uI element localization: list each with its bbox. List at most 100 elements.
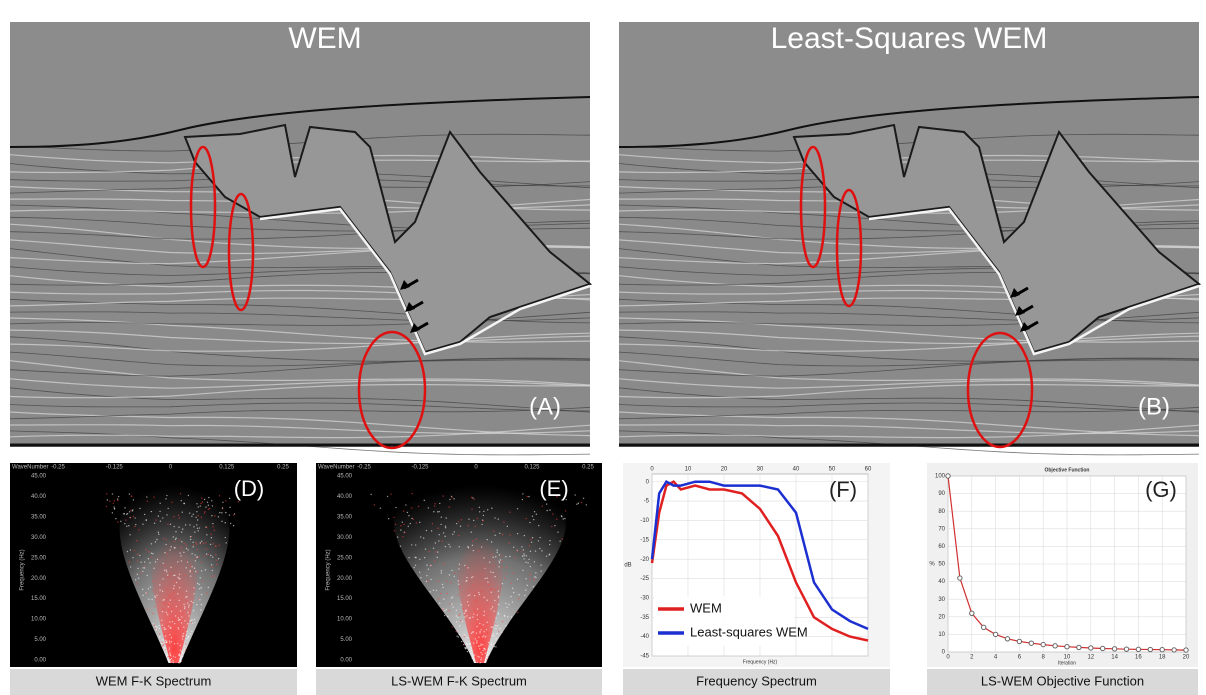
fk-speckle — [487, 509, 488, 510]
fk-speckle — [482, 520, 483, 521]
fk-speckle — [152, 613, 153, 614]
fk-speckle — [546, 555, 547, 556]
fk-speckle — [454, 531, 455, 532]
fk-speckle — [466, 615, 467, 616]
fk-speckle — [470, 532, 471, 533]
fk-speckle — [178, 628, 179, 629]
fk-speckle — [494, 600, 495, 601]
fk-speckle — [175, 660, 176, 661]
fk-speckle — [159, 511, 160, 512]
fk-speckle — [400, 529, 401, 530]
fk-speckle — [495, 623, 496, 624]
y-tick-label: 35.00 — [337, 514, 353, 520]
fk-speckle — [469, 594, 470, 595]
fk-speckle — [508, 543, 509, 544]
fk-speckle — [163, 627, 164, 628]
fk-speckle — [222, 502, 223, 503]
fk-speckle — [213, 543, 214, 544]
fk-speckle — [424, 500, 425, 501]
fk-speckle — [483, 635, 484, 636]
x-tick-label: 0.25 — [277, 465, 289, 471]
fk-speckle — [430, 579, 431, 580]
fk-speckle — [529, 578, 530, 579]
fk-speckle — [138, 577, 139, 578]
fk-speckle — [229, 507, 230, 508]
fk-speckle — [486, 622, 487, 623]
y-tick-label: 0.00 — [340, 658, 352, 664]
fk-speckle — [484, 648, 485, 649]
fk-speckle — [517, 508, 518, 509]
fk-speckle — [221, 512, 222, 513]
fk-speckle — [449, 610, 450, 611]
fk-speckle — [411, 518, 412, 519]
fk-speckle — [161, 643, 162, 644]
fk-speckle — [171, 594, 172, 595]
fk-speckle — [216, 564, 217, 565]
x-tick-label: 12 — [1087, 655, 1094, 661]
fk-speckle — [487, 539, 488, 540]
fk-speckle — [434, 503, 435, 504]
panel-title: WEM — [288, 22, 361, 55]
fk-speckle — [181, 622, 182, 623]
fk-speckle — [502, 534, 503, 535]
fk-speckle — [176, 606, 177, 607]
data-point — [1148, 647, 1152, 651]
fk-speckle — [173, 536, 174, 537]
fk-speckle — [168, 595, 169, 596]
data-point — [993, 632, 997, 636]
fk-speckle — [148, 588, 149, 589]
fk-speckle — [181, 547, 182, 548]
fk-speckle — [208, 587, 209, 588]
fk-speckle — [491, 627, 492, 628]
y-tick-label: 15.00 — [337, 596, 353, 602]
fk-speckle — [165, 640, 166, 641]
fk-speckle — [154, 523, 155, 524]
fk-speckle — [449, 574, 450, 575]
fk-speckle — [164, 552, 165, 553]
fk-speckle — [194, 568, 195, 569]
panel-label: (D) — [234, 476, 265, 501]
fk-speckle — [437, 528, 438, 529]
fk-speckle — [512, 601, 513, 602]
fk-speckle — [517, 533, 518, 534]
x-tick-label: 20 — [721, 467, 728, 473]
fk-speckle — [410, 523, 411, 524]
fk-speckle — [486, 659, 487, 660]
fk-speckle — [415, 557, 416, 558]
fk-speckle — [493, 531, 494, 532]
fk-speckle — [451, 626, 452, 627]
fk-speckle — [480, 645, 481, 646]
fk-speckle — [462, 608, 463, 609]
fk-speckle — [465, 647, 466, 648]
fk-speckle — [419, 522, 420, 523]
fk-speckle — [170, 567, 171, 568]
fk-speckle — [522, 493, 523, 494]
fk-speckle — [442, 584, 443, 585]
fk-speckle — [159, 633, 160, 634]
fk-speckle — [502, 621, 503, 622]
fk-speckle — [561, 515, 562, 516]
fk-speckle — [500, 586, 501, 587]
fk-speckle — [127, 551, 128, 552]
fk-speckle — [151, 511, 152, 512]
fk-speckle — [214, 575, 215, 576]
fk-speckle — [492, 626, 493, 627]
fk-speckle — [229, 514, 230, 515]
fk-speckle — [469, 644, 470, 645]
fk-speckle — [219, 545, 220, 546]
fk-speckle — [467, 567, 468, 568]
data-point — [1017, 639, 1021, 643]
page: {"top_panels": [{"title": "WEM", "label"… — [0, 0, 1206, 695]
fk-speckle — [168, 606, 169, 607]
fk-speckle — [186, 561, 187, 562]
fk-speckle — [456, 621, 457, 622]
fk-speckle — [210, 534, 211, 535]
fk-speckle — [472, 540, 473, 541]
fk-speckle — [195, 542, 196, 543]
fk-speckle — [479, 511, 480, 512]
fk-speckle — [444, 610, 445, 611]
fk-speckle — [153, 623, 154, 624]
fk-speckle — [505, 603, 506, 604]
fk-speckle — [225, 542, 226, 543]
fk-speckle — [479, 594, 480, 595]
